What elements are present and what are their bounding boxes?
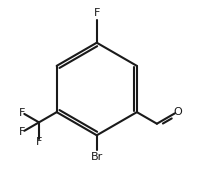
- Text: F: F: [19, 108, 26, 118]
- Text: F: F: [19, 127, 26, 137]
- Text: F: F: [36, 137, 42, 147]
- Text: Br: Br: [91, 152, 103, 162]
- Text: O: O: [173, 107, 182, 117]
- Text: F: F: [93, 8, 100, 18]
